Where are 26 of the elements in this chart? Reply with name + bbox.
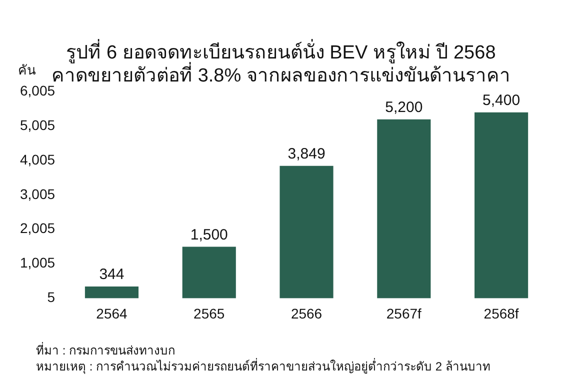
chart-title: รูปที่ 6 ยอดจดทะเบียนรถยนต์นั่ง BEV หรูใหม่ ปี 2568	[66, 38, 496, 64]
text: ที่มา : กรมการขนส่งทางบก	[36, 341, 176, 358]
data-label: 5,200	[385, 98, 423, 116]
x-tick-label: 2568f	[484, 305, 519, 322]
data-label: 344	[99, 266, 124, 284]
y-tick-label: 3,005	[20, 186, 56, 202]
data-label: 1,500	[190, 226, 228, 244]
data-label: 5,400	[482, 92, 520, 110]
y-tick-label: 5	[47, 289, 56, 306]
bar	[280, 166, 334, 298]
bar	[182, 246, 236, 298]
data-label: 3,849	[288, 145, 326, 162]
y-tick-label: 6,005	[20, 82, 56, 98]
x-tick-label: 2566	[290, 305, 322, 322]
y-tick-label: 1,005	[20, 254, 56, 271]
x-tick-label: 2565	[194, 305, 225, 322]
y-tick-label: 4,005	[20, 151, 56, 168]
bar	[377, 119, 431, 298]
y-tick-label: 2,005	[20, 220, 56, 236]
bar	[84, 286, 139, 298]
x-tick-label: 2564	[96, 305, 128, 322]
y-tick-label: 5,005	[20, 116, 56, 133]
bar	[474, 112, 528, 298]
y-axis-title: คัน	[18, 62, 36, 78]
x-tick-label: 2567f	[386, 305, 422, 322]
text: หมายเหตุ : การคำนวณไม่รวมค่ายรถยนต์ที่ราคาขายส่วนใหญ่อยู่ต่ำกว่าระดับ 2 ล้านบาท	[36, 357, 490, 374]
